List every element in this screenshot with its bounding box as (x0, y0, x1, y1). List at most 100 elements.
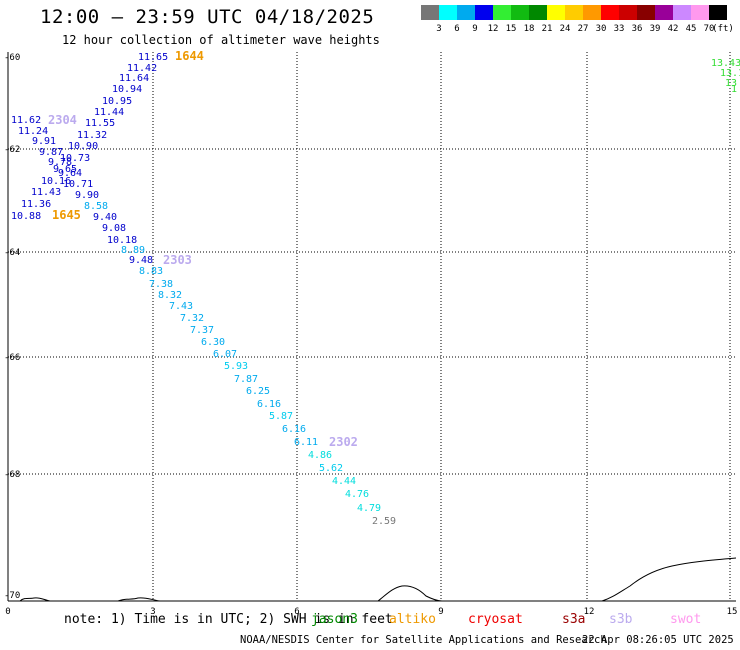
legend-value: 45 (685, 24, 697, 34)
wave-height-value: 9.90 (75, 190, 99, 201)
legend-swatch (709, 5, 727, 20)
wave-height-value: 4.86 (308, 450, 332, 461)
x-tick-label: 0 (5, 607, 10, 617)
wave-height-value: 11.64 (119, 73, 149, 84)
legend-swatch (475, 5, 493, 20)
satellite-label-s3a: s3a (562, 612, 586, 627)
wave-height-value: 9.64 (58, 168, 82, 179)
wave-height-value: 9.91 (32, 136, 56, 147)
legend-value: 42 (667, 24, 679, 34)
generated-timestamp: 22 Apr 08:26:05 UTC 2025 (582, 634, 734, 646)
legend-swatch (565, 5, 583, 20)
wave-height-value: 1 (731, 84, 737, 95)
wave-height-value: 11.42 (127, 63, 157, 74)
page-subtitle: 12 hour collection of altimeter wave hei… (62, 33, 380, 47)
wave-height-value: 5.62 (319, 463, 343, 474)
wave-height-value: 6.16 (257, 399, 281, 410)
legend-value: 21 (541, 24, 553, 34)
pass-time-label: 1644 (175, 49, 204, 63)
wave-height-value: 5.93 (224, 361, 248, 372)
coastline-segment (19, 597, 51, 602)
coastline (19, 557, 737, 602)
legend-value: 36 (631, 24, 643, 34)
legend-swatch (493, 5, 511, 20)
credit-line: NOAA/NESDIS Center for Satellite Applica… (240, 634, 607, 646)
wave-height-value: 8.83 (139, 266, 163, 277)
legend-value: 39 (649, 24, 661, 34)
wave-height-value: 11.24 (18, 126, 48, 137)
wave-height-value: 10.95 (102, 96, 132, 107)
y-tick-label: -60 (4, 53, 20, 63)
x-tick-label: 12 (584, 607, 595, 617)
wave-height-observations: 11.65 11.42 11.64 10.94 10.95 11.44 11.6… (11, 52, 740, 527)
wave-height-value: 8.58 (84, 201, 108, 212)
legend-swatch (583, 5, 601, 20)
wave-height-value: 10.71 (63, 179, 93, 190)
legend-value: 70 (703, 24, 715, 34)
wave-height-value: 10.16 (41, 176, 71, 187)
wave-height-value: 13.43 (711, 58, 740, 69)
wave-height-value: 11.62 (11, 115, 41, 126)
wave-height-value: 8.89 (121, 245, 145, 256)
wave-height-value: 7.87 (234, 374, 258, 385)
pass-time-label: 2304 (48, 113, 77, 127)
wave-height-value: 6.16 (282, 424, 306, 435)
footnote: note: 1) Time is in UTC; 2) SWH is in fe… (64, 612, 393, 627)
pass-time-labels: 1644 2304 1645 2303 2302 (48, 49, 358, 449)
satellite-label-altiko: altiko (389, 612, 436, 627)
wave-height-value: 11.44 (94, 107, 124, 118)
legend-value: 18 (523, 24, 535, 34)
y-tick-label: -68 (4, 470, 20, 480)
wave-height-value: 6.30 (201, 337, 225, 348)
legend-value: 3 (436, 24, 442, 34)
x-tick-label: 9 (438, 607, 443, 617)
wave-height-value: 11.55 (85, 118, 115, 129)
satellite-label-swot: swot (670, 612, 702, 627)
wave-height-value: 9.40 (93, 212, 117, 223)
legend-value: 33 (613, 24, 625, 34)
x-tick-label: 15 (727, 607, 738, 617)
legend-swatch (547, 5, 565, 20)
wave-height-value: 7.32 (180, 313, 204, 324)
wave-height-value: 6.11 (294, 437, 318, 448)
wave-height-value: 10.88 (11, 211, 41, 222)
x-tick-label: 3 (150, 607, 155, 617)
wave-height-value: 7.43 (169, 301, 193, 312)
wave-height-value: 11.65 (138, 52, 168, 63)
wave-height-value: 13.1 (720, 68, 740, 79)
wave-height-value: 11.32 (77, 130, 107, 141)
x-tick-label: 6 (294, 607, 299, 617)
legend-swatch (421, 5, 439, 20)
legend-value: 15 (505, 24, 517, 34)
wave-height-value: 9.08 (102, 223, 126, 234)
legend-swatch (673, 5, 691, 20)
wave-height-value: 7.38 (149, 279, 173, 290)
y-tick-label: -66 (4, 353, 20, 363)
wave-height-value: 10.94 (112, 84, 142, 95)
wave-height-value: 9.87 (39, 147, 63, 158)
satellite-label-s3b: s3b (609, 612, 633, 627)
wave-height-value: 4.44 (332, 476, 356, 487)
legend-swatch (457, 5, 475, 20)
legend-swatch (439, 5, 457, 20)
legend-value: 12 (487, 24, 499, 34)
wave-height-value: 2.59 (372, 516, 396, 527)
satellite-label-jason3: jason3 (311, 612, 358, 627)
coastline-segment (601, 557, 737, 602)
wave-height-value: 11.43 (31, 187, 61, 198)
legend-value: 9 (472, 24, 478, 34)
legend-unit: (ft) (712, 24, 734, 34)
y-tick-label: -64 (4, 248, 20, 258)
wave-height-value: 10.73 (60, 153, 90, 164)
graticule (8, 52, 736, 601)
legend-value: 6 (454, 24, 460, 34)
axis-labels: 0 3 6 9 12 15 -60 -62 -64 -66 -68 -70 (4, 53, 737, 617)
legend-swatch (655, 5, 673, 20)
wave-height-value: 10.90 (68, 141, 98, 152)
wave-height-value: 8.32 (158, 290, 182, 301)
legend-swatch (619, 5, 637, 20)
legend-swatch (529, 5, 547, 20)
y-tick-label: -62 (4, 145, 20, 155)
